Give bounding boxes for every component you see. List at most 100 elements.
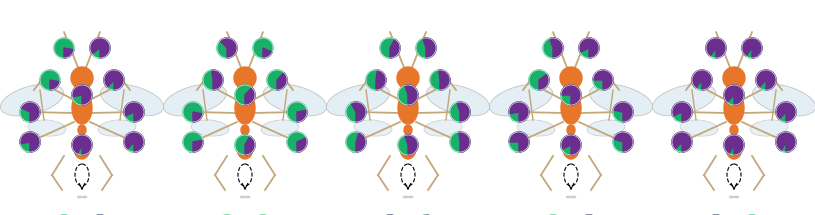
Wedge shape: [509, 102, 529, 122]
Circle shape: [692, 70, 712, 90]
Circle shape: [450, 102, 470, 122]
Ellipse shape: [424, 120, 462, 136]
Wedge shape: [405, 135, 418, 155]
Wedge shape: [212, 70, 223, 90]
Wedge shape: [539, 74, 549, 90]
Circle shape: [560, 67, 582, 89]
Circle shape: [287, 102, 307, 122]
Circle shape: [593, 70, 613, 90]
Wedge shape: [423, 38, 436, 58]
Wedge shape: [579, 38, 599, 58]
Ellipse shape: [74, 137, 90, 159]
Wedge shape: [72, 135, 92, 155]
Wedge shape: [124, 132, 144, 152]
Ellipse shape: [563, 137, 579, 159]
Circle shape: [543, 38, 563, 58]
Ellipse shape: [235, 92, 255, 124]
Wedge shape: [706, 38, 726, 58]
Ellipse shape: [0, 84, 64, 116]
Wedge shape: [672, 102, 692, 122]
Wedge shape: [742, 38, 762, 58]
Ellipse shape: [726, 137, 742, 159]
Circle shape: [124, 102, 144, 122]
Circle shape: [346, 132, 366, 152]
Circle shape: [742, 38, 762, 58]
Circle shape: [253, 38, 273, 58]
Ellipse shape: [78, 125, 86, 135]
Ellipse shape: [517, 120, 555, 136]
Wedge shape: [776, 102, 796, 122]
Circle shape: [203, 70, 223, 90]
Circle shape: [20, 102, 40, 122]
Wedge shape: [405, 85, 418, 105]
Ellipse shape: [326, 84, 390, 116]
Ellipse shape: [400, 137, 416, 159]
Wedge shape: [351, 102, 366, 122]
Circle shape: [724, 135, 744, 155]
Circle shape: [529, 70, 549, 90]
Wedge shape: [724, 85, 744, 105]
Circle shape: [287, 132, 307, 152]
Wedge shape: [776, 132, 796, 152]
Ellipse shape: [241, 125, 249, 135]
Ellipse shape: [191, 120, 229, 136]
Circle shape: [71, 67, 93, 89]
Circle shape: [724, 85, 744, 105]
Circle shape: [723, 67, 745, 89]
Circle shape: [235, 135, 255, 155]
Wedge shape: [457, 102, 470, 122]
Circle shape: [579, 38, 599, 58]
Ellipse shape: [404, 125, 412, 135]
Circle shape: [267, 70, 287, 90]
Wedge shape: [90, 38, 110, 58]
Circle shape: [613, 102, 633, 122]
Ellipse shape: [567, 125, 575, 135]
Circle shape: [235, 85, 255, 105]
Circle shape: [706, 38, 726, 58]
Ellipse shape: [587, 120, 625, 136]
Circle shape: [20, 132, 40, 152]
Ellipse shape: [354, 120, 392, 136]
Wedge shape: [692, 70, 712, 90]
Wedge shape: [263, 48, 272, 58]
Circle shape: [509, 132, 529, 152]
Circle shape: [217, 38, 237, 58]
Circle shape: [72, 135, 92, 155]
Wedge shape: [220, 38, 237, 58]
Circle shape: [561, 135, 581, 155]
Circle shape: [613, 132, 633, 152]
Wedge shape: [245, 88, 255, 105]
Ellipse shape: [680, 120, 718, 136]
Circle shape: [90, 38, 110, 58]
Circle shape: [366, 70, 386, 90]
Ellipse shape: [237, 137, 253, 159]
Ellipse shape: [589, 84, 653, 116]
Circle shape: [756, 70, 776, 90]
Ellipse shape: [561, 92, 581, 124]
Circle shape: [183, 102, 203, 122]
Ellipse shape: [28, 120, 66, 136]
Wedge shape: [64, 48, 74, 58]
Ellipse shape: [100, 84, 164, 116]
Ellipse shape: [263, 84, 327, 116]
Circle shape: [380, 38, 400, 58]
Ellipse shape: [261, 120, 299, 136]
Wedge shape: [193, 112, 203, 122]
Wedge shape: [509, 132, 529, 152]
Ellipse shape: [98, 120, 136, 136]
Wedge shape: [297, 110, 307, 122]
Wedge shape: [104, 70, 124, 90]
Wedge shape: [561, 135, 581, 155]
Ellipse shape: [163, 84, 227, 116]
Circle shape: [398, 135, 418, 155]
Circle shape: [450, 132, 470, 152]
Circle shape: [430, 70, 450, 90]
Wedge shape: [724, 135, 744, 155]
Wedge shape: [376, 70, 386, 90]
Circle shape: [346, 102, 366, 122]
Circle shape: [72, 85, 92, 105]
Wedge shape: [21, 102, 40, 122]
Circle shape: [104, 70, 124, 90]
Circle shape: [509, 102, 529, 122]
Circle shape: [124, 132, 144, 152]
